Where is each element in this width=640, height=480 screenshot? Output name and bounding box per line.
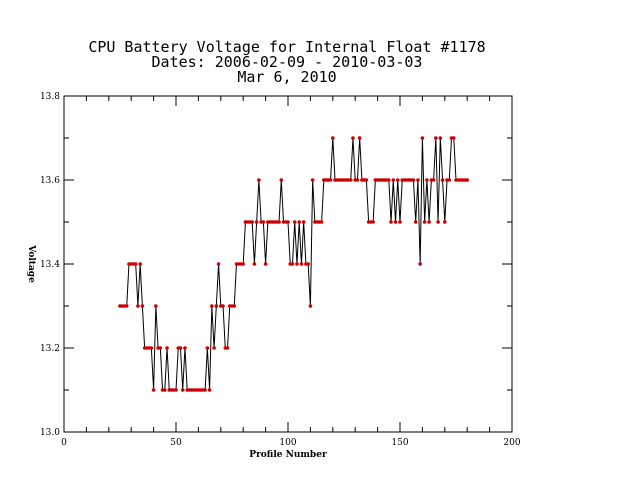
data-point: [398, 220, 402, 224]
data-point: [286, 220, 290, 224]
data-point: [371, 220, 375, 224]
data-point: [216, 262, 221, 266]
chart-title-line-1: CPU Battery Voltage for Internal Float #…: [88, 38, 485, 56]
data-point: [279, 178, 284, 182]
data-point: [422, 220, 427, 224]
x-tick-label: 0: [61, 438, 67, 448]
data-point: [319, 220, 324, 224]
x-tick-label: 100: [279, 438, 296, 448]
data-point: [277, 220, 281, 224]
data-point: [250, 220, 254, 224]
data-point: [174, 388, 178, 392]
data-point: [158, 346, 163, 350]
data-point: [427, 220, 431, 224]
data-point: [138, 262, 142, 266]
data-point: [348, 178, 353, 182]
data-point: [416, 178, 420, 182]
data-point: [413, 220, 418, 224]
data-point: [443, 220, 447, 224]
x-axis-label: Profile Number: [249, 450, 327, 460]
data-point: [221, 304, 225, 308]
data-point: [387, 178, 391, 182]
data-point: [232, 304, 237, 308]
y-tick-label: 13.4: [40, 260, 60, 270]
data-point: [395, 178, 400, 182]
data-point: [241, 262, 245, 266]
data-point: [165, 346, 169, 350]
data-point: [295, 262, 299, 266]
data-point: [254, 220, 259, 224]
x-tick-label: 150: [391, 438, 408, 448]
data-point: [178, 346, 183, 350]
data-point: [210, 304, 214, 308]
data-point: [411, 178, 416, 182]
data-point: [149, 346, 154, 350]
data-point: [261, 220, 266, 224]
data-point: [154, 304, 158, 308]
data-point: [310, 178, 315, 182]
data-point: [301, 220, 306, 224]
data-point: [331, 136, 335, 140]
data-point: [257, 178, 261, 182]
data-point: [425, 178, 429, 182]
data-point: [183, 346, 187, 350]
data-point: [292, 220, 297, 224]
data-point: [180, 388, 185, 392]
data-point: [328, 178, 333, 182]
chart-title-line-2: Dates: 2006-02-09 - 2010-03-03: [152, 53, 423, 71]
data-point: [290, 262, 295, 266]
data-point: [389, 220, 393, 224]
y-axis-label: Voltage: [26, 244, 36, 283]
data-point: [355, 178, 360, 182]
data-point: [391, 178, 396, 182]
data-point: [438, 136, 443, 140]
y-tick-label: 13.6: [40, 176, 60, 186]
data-point: [393, 220, 398, 224]
data-point: [434, 136, 438, 140]
y-tick-label: 13.0: [40, 428, 60, 438]
data-point: [163, 388, 167, 392]
data-point: [440, 178, 445, 182]
data-point: [124, 304, 129, 308]
data-point: [225, 346, 230, 350]
y-tick-label: 13.8: [40, 92, 60, 102]
data-point: [151, 388, 156, 392]
data-point: [140, 304, 145, 308]
data-point: [351, 136, 355, 140]
data-point: [431, 178, 436, 182]
data-point: [465, 178, 470, 182]
data-point: [436, 220, 440, 224]
x-tick-label: 50: [170, 438, 182, 448]
data-point: [364, 178, 369, 182]
chart-title-line-3: Mar 6, 2010: [237, 68, 336, 86]
data-point: [203, 388, 207, 392]
axis-ticks: 0 50 100 150 200 13.0 13.2 13.4 13.6 13.8: [40, 92, 521, 448]
x-tick-label: 200: [503, 438, 520, 448]
data-point: [418, 262, 422, 266]
y-tick-label: 13.2: [40, 344, 60, 354]
data-point: [133, 262, 138, 266]
data-point: [420, 136, 425, 140]
data-point: [447, 178, 452, 182]
data-point: [263, 262, 268, 266]
data-point: [308, 304, 313, 308]
data-point: [205, 346, 210, 350]
voltage-series: [118, 136, 470, 392]
data-point: [451, 136, 456, 140]
data-point: [136, 304, 140, 308]
data-point: [297, 220, 302, 224]
data-point: [207, 388, 212, 392]
data-point: [357, 136, 362, 140]
data-point: [212, 346, 216, 350]
data-point: [214, 304, 219, 308]
data-point: [306, 262, 310, 266]
data-point: [299, 262, 304, 266]
data-point: [252, 262, 257, 266]
